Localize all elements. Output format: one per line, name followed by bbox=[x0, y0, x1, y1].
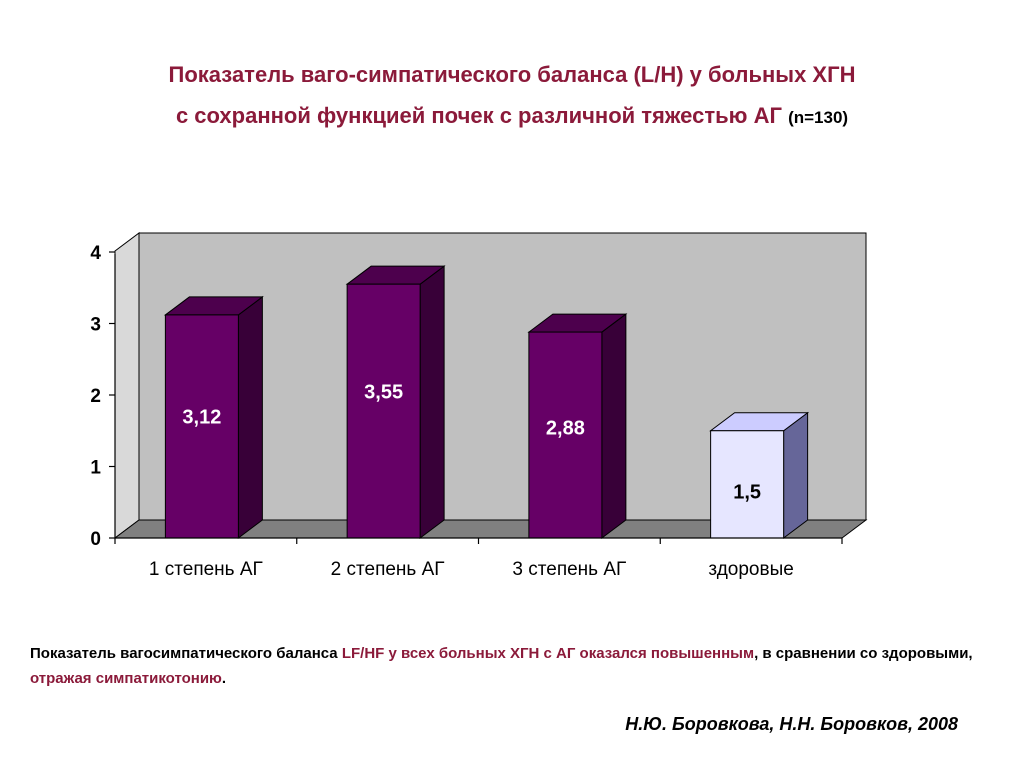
x-axis: 1 степень АГ 2 степень АГ 3 степень АГ здор… bbox=[114, 537, 843, 580]
bar bbox=[710, 430, 785, 539]
bar bbox=[164, 314, 239, 539]
note-highlight-1: LF/HF у всех больных ХГН с АГ оказался п… bbox=[341, 645, 755, 662]
bar-group: 3,12 bbox=[163, 295, 264, 539]
bar-side bbox=[783, 411, 809, 539]
x-tick-label: 1 степень АГ bbox=[149, 559, 263, 580]
sample-size: (n=130) bbox=[788, 108, 849, 127]
bar-side bbox=[601, 313, 627, 539]
author-citation: Н.Ю. Боровкова, Н.Н. Боровков, 2008 bbox=[625, 714, 958, 734]
conclusion-note: Показатель вагосимпатического баланса LF… bbox=[30, 641, 1024, 691]
bar-group: 3,55 bbox=[345, 265, 446, 539]
bar-data-label: 3,55 bbox=[364, 382, 403, 404]
y-tick-label: 1 bbox=[90, 458, 101, 479]
bar-data-label: 2,88 bbox=[546, 417, 585, 439]
bar-chart: 0 1 2 3 4 3,12 3,55 2,88 1,5 1 степень АГ 2 степ… bbox=[90, 232, 868, 580]
bar bbox=[346, 283, 421, 539]
bar-group: 1,5 bbox=[709, 411, 810, 539]
note-highlight-2: отражая симпатикотонию bbox=[30, 670, 222, 687]
y-tick-label: 4 bbox=[90, 243, 101, 264]
x-tick-label: здоровые bbox=[708, 559, 793, 580]
note-text-3: . bbox=[221, 670, 227, 687]
bar-side bbox=[419, 265, 445, 539]
chart-title-line2-text: с сохранной функцией почек с различной т… bbox=[175, 103, 782, 128]
bars: 3,12 3,55 2,88 1,5 bbox=[163, 265, 810, 539]
bar-side bbox=[237, 295, 263, 539]
y-axis: 0 1 2 3 4 bbox=[90, 243, 116, 550]
chart-title-line2: с сохранной функцией почек с различной т… bbox=[0, 103, 1024, 129]
y-tick-label: 2 bbox=[90, 386, 101, 407]
bar bbox=[528, 331, 603, 539]
note-text-1: Показатель вагосимпатического баланса bbox=[30, 645, 342, 662]
bar-data-label: 1,5 bbox=[733, 482, 761, 504]
x-tick-label: 3 степень АГ bbox=[512, 559, 626, 580]
chart-side-wall bbox=[114, 232, 140, 539]
y-tick-label: 0 bbox=[90, 529, 101, 550]
chart-title-line1: Показатель ваго-симпатического баланса (… bbox=[168, 62, 856, 87]
y-tick-label: 3 bbox=[90, 315, 101, 336]
x-tick-label: 2 степень АГ bbox=[331, 559, 445, 580]
bar-data-label: 3,12 bbox=[182, 407, 221, 429]
bar-group: 2,88 bbox=[527, 313, 628, 539]
note-text-2: , в сравнении со здоровыми, bbox=[754, 645, 973, 662]
